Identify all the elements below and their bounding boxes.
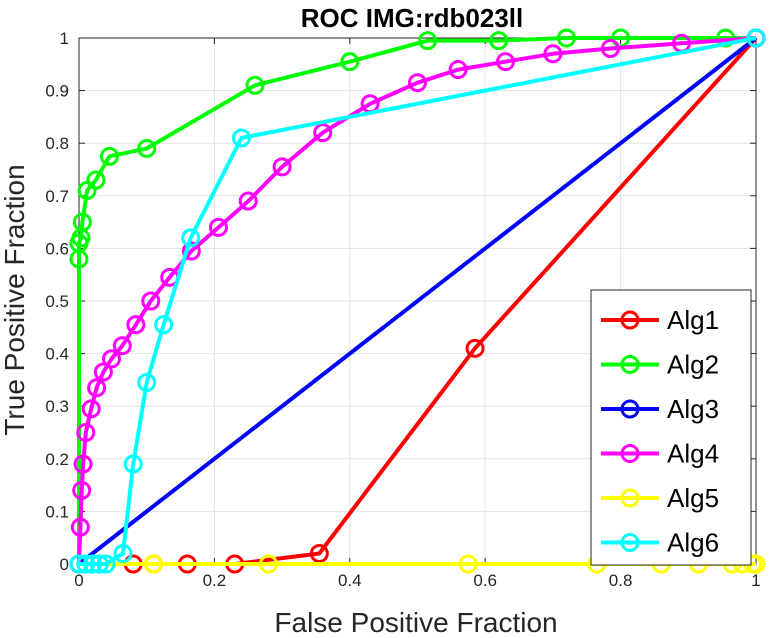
data-point [496, 52, 516, 72]
data-point [76, 554, 96, 574]
legend-item: Alg2 [601, 350, 719, 380]
data-point [746, 28, 766, 48]
data-point [83, 554, 103, 574]
x-tick-label: 0 [74, 571, 83, 590]
data-point [465, 338, 485, 358]
legend-label: Alg4 [667, 439, 719, 469]
legend-marker [620, 355, 640, 374]
legend-item: Alg4 [601, 439, 719, 469]
data-point [418, 31, 438, 51]
data-point [137, 138, 157, 158]
x-tick-label: 0.8 [609, 571, 633, 590]
data-point [448, 60, 468, 80]
data-point [543, 44, 563, 64]
data-point [556, 28, 576, 48]
y-tick-label: 0 [60, 555, 69, 574]
chart-title: ROC IMG:rdb023ll [301, 3, 523, 33]
legend-marker [620, 533, 640, 552]
data-point [245, 75, 265, 95]
legend-marker [620, 310, 640, 330]
y-tick-label: 0.9 [45, 82, 69, 101]
legend-label: Alg5 [667, 483, 719, 513]
data-point [458, 554, 478, 574]
legend-marker [620, 488, 640, 508]
data-point [81, 399, 101, 419]
data-point [86, 170, 106, 190]
y-axis-label: True Positive Fraction [0, 164, 30, 435]
data-point [272, 157, 292, 177]
data-point [72, 480, 92, 500]
x-axis-label: False Positive Fraction [274, 607, 557, 638]
x-tick-label: 1 [751, 571, 760, 590]
data-point [73, 454, 93, 474]
series-layer [69, 28, 766, 574]
axis-ticks: 0 0.2 0.4 0.6 0.8 1 0 0.1 0.2 0.3 0.4 0.5 0.6 0.7 0.8 0… [45, 29, 760, 590]
data-point [208, 217, 228, 237]
data-point [99, 146, 119, 166]
x-tick-label: 0.2 [203, 571, 227, 590]
series-line [77, 36, 756, 564]
legend-label: Alg1 [667, 305, 719, 335]
y-tick-label: 0.4 [45, 345, 69, 364]
data-point [93, 362, 113, 382]
x-tick-label: 0.6 [473, 571, 497, 590]
y-tick-label: 1 [60, 29, 69, 48]
y-tick-label: 0.3 [45, 397, 69, 416]
data-point [600, 39, 620, 59]
legend-item: Alg3 [601, 394, 719, 424]
legend-item: Alg1 [601, 305, 719, 335]
legend-item: Alg6 [601, 528, 719, 558]
data-point [231, 128, 251, 148]
data-point [408, 73, 427, 93]
data-point [340, 52, 360, 72]
legend-marker [620, 399, 640, 419]
y-tick-label: 0.5 [45, 292, 69, 311]
data-point [69, 554, 89, 574]
data-point [137, 373, 157, 393]
data-point [89, 554, 109, 574]
data-point [70, 517, 90, 537]
data-point [113, 543, 133, 563]
y-tick-label: 0.7 [45, 187, 69, 206]
y-tick-label: 0.2 [45, 450, 69, 469]
data-point [141, 291, 161, 311]
data-point [96, 554, 116, 574]
data-point [259, 554, 279, 574]
data-point [154, 315, 174, 335]
data-point [309, 543, 329, 563]
data-point [87, 378, 107, 398]
legend-marker [620, 444, 640, 463]
data-point [112, 336, 132, 356]
data-point [489, 31, 509, 51]
data-point [123, 454, 143, 474]
data-point [238, 191, 258, 211]
legend-box [590, 289, 752, 566]
data-point [313, 123, 333, 143]
data-point [181, 241, 201, 261]
data-point [72, 212, 92, 232]
series-line [77, 36, 758, 566]
legend-label: Alg2 [667, 350, 719, 380]
data-point [76, 423, 96, 442]
x-tick-label: 0.4 [338, 571, 362, 590]
y-tick-label: 0.1 [45, 502, 69, 521]
legend-item: Alg5 [601, 483, 719, 513]
y-tick-label: 0.8 [45, 134, 69, 153]
series-alg6 [69, 28, 766, 574]
legend: Alg1 Alg2 Alg3 Alg4 Alg5 Alg6 [590, 289, 752, 566]
legend-label: Alg3 [667, 394, 719, 424]
y-tick-label: 0.6 [45, 239, 69, 258]
data-point [101, 349, 121, 369]
data-point [181, 228, 201, 248]
legend-label: Alg6 [667, 528, 719, 558]
data-point [143, 554, 163, 574]
data-point [126, 315, 146, 335]
